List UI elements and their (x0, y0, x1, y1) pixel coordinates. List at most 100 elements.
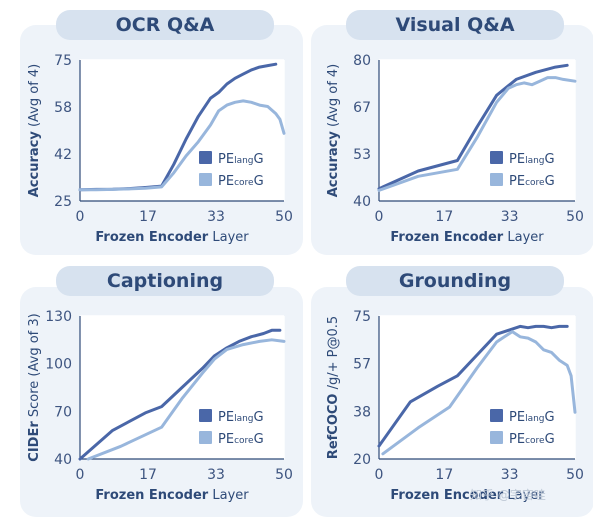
y-axis-label-bold-captioning: CIDEr (27, 421, 42, 462)
chart-title-ocr-qa: OCR Q&A (56, 10, 274, 40)
y-axis-label-bold-visual-qa: Accuracy (326, 131, 341, 198)
y-tick-label-captioning: 40 (54, 452, 72, 468)
legend-sub-core-grounding: core (525, 436, 545, 446)
plot-area-grounding (379, 316, 575, 459)
chart-title-visual-qa: Visual Q&A (346, 10, 564, 40)
x-tick-label-ocr-qa: 17 (139, 209, 157, 225)
x-tick-label-ocr-qa: 50 (275, 209, 293, 225)
legend-sub-lang-ocr-qa: lang (234, 156, 253, 166)
y-tick-label-captioning: 100 (45, 357, 72, 373)
legend-main-core-grounding: PE (509, 432, 525, 447)
x-axis-label-bold-captioning: Frozen Encoder (95, 488, 208, 503)
x-axis-label-visual-qa: Frozen Encoder Layer (390, 230, 544, 245)
legend-sub-lang-captioning: lang (234, 414, 253, 424)
x-tick-label-ocr-qa: 0 (76, 209, 85, 225)
x-axis-label-bold-grounding: Frozen Encoder (390, 488, 503, 503)
y-axis-label-grounding: RefCOCO /g/+ P@0.5 (326, 316, 341, 459)
legend-swatch-core-grounding (490, 431, 503, 444)
legend-main-lang-grounding: PE (509, 410, 525, 425)
legend-entry-core-visual-qa: PEcoreG (509, 174, 555, 189)
y-tick-label-captioning: 130 (45, 309, 72, 325)
legend-main-core-captioning: PE (218, 432, 234, 447)
y-axis-label-captioning: CIDEr Score (Avg of 3) (27, 313, 42, 461)
y-axis-label-visual-qa: Accuracy (Avg of 4) (326, 64, 341, 198)
x-tick-label-grounding: 33 (501, 467, 519, 483)
y-tick-label-visual-qa: 40 (353, 194, 371, 210)
legend-entry-core-captioning: PEcoreG (218, 432, 264, 447)
legend-swatch-lang-captioning (199, 409, 212, 422)
legend-swatch-lang-ocr-qa (199, 151, 212, 164)
y-tick-label-grounding: 38 (353, 404, 371, 420)
legend-end-core-visual-qa: G (545, 174, 555, 189)
legend-sub-core-captioning: core (234, 436, 254, 446)
legend-swatch-core-ocr-qa (199, 173, 212, 186)
x-axis-label-rest-ocr-qa: Layer (208, 230, 249, 245)
legend-main-lang-ocr-qa: PE (218, 152, 234, 167)
legend-main-lang-captioning: PE (218, 410, 234, 425)
y-tick-label-ocr-qa: 75 (54, 53, 72, 69)
legend-sub-lang-visual-qa: lang (525, 156, 544, 166)
x-tick-label-grounding: 0 (375, 467, 384, 483)
x-axis-label-rest-visual-qa: Layer (503, 230, 544, 245)
y-axis-label-rest-grounding: /g/+ P@0.5 (326, 316, 341, 394)
x-tick-label-visual-qa: 33 (501, 209, 519, 225)
x-tick-label-visual-qa: 50 (566, 209, 584, 225)
series-line-core-captioning (86, 338, 286, 461)
legend-end-core-grounding: G (545, 432, 555, 447)
y-tick-label-grounding: 20 (353, 452, 371, 468)
legend-swatch-core-visual-qa (490, 173, 503, 186)
y-axis-label-rest-visual-qa: (Avg of 4) (326, 64, 341, 131)
y-tick-label-grounding: 75 (353, 309, 371, 325)
legend-entry-core-grounding: PEcoreG (509, 432, 555, 447)
legend-end-lang-visual-qa: G (545, 152, 555, 167)
y-tick-label-ocr-qa: 42 (54, 147, 72, 163)
legend-sub-lang-grounding: lang (525, 414, 544, 424)
x-tick-label-visual-qa: 0 (375, 209, 384, 225)
legend-entry-lang-visual-qa: PElangG (509, 152, 555, 167)
legend-end-lang-grounding: G (545, 410, 555, 425)
legend-entry-lang-ocr-qa: PElangG (218, 152, 264, 167)
x-tick-label-captioning: 0 (76, 467, 85, 483)
chart-title-grounding: Grounding (346, 266, 564, 296)
legend-entry-lang-captioning: PElangG (218, 410, 264, 425)
x-axis-label-rest-grounding: Layer (503, 488, 544, 503)
x-tick-label-captioning: 17 (139, 467, 157, 483)
y-tick-label-visual-qa: 53 (353, 147, 371, 163)
legend-main-lang-visual-qa: PE (509, 152, 525, 167)
legend-sub-core-visual-qa: core (525, 178, 545, 188)
legend-main-core-ocr-qa: PE (218, 174, 234, 189)
y-axis-label-ocr-qa: Accuracy (Avg of 4) (27, 64, 42, 198)
y-tick-label-ocr-qa: 58 (54, 100, 72, 116)
legend-swatch-lang-grounding (490, 409, 503, 422)
legend-main-core-visual-qa: PE (509, 174, 525, 189)
x-axis-label-captioning: Frozen Encoder Layer (95, 488, 249, 503)
y-tick-label-grounding: 57 (353, 357, 371, 373)
legend-entry-lang-grounding: PElangG (509, 410, 555, 425)
y-tick-label-visual-qa: 80 (353, 53, 371, 69)
x-tick-label-captioning: 33 (207, 467, 225, 483)
x-axis-label-rest-captioning: Layer (208, 488, 249, 503)
x-axis-label-grounding: Frozen Encoder Layer (390, 488, 544, 503)
chart-title-captioning: Captioning (56, 266, 274, 296)
x-axis-label-bold-ocr-qa: Frozen Encoder (95, 230, 208, 245)
series-line-lang-visual-qa (377, 63, 569, 191)
x-axis-label-bold-visual-qa: Frozen Encoder (390, 230, 503, 245)
y-axis-label-rest-captioning: Score (Avg of 3) (27, 313, 42, 421)
series-line-core-ocr-qa (78, 99, 286, 192)
legend-sub-core-ocr-qa: core (234, 178, 254, 188)
x-tick-label-captioning: 50 (275, 467, 293, 483)
x-tick-label-grounding: 17 (435, 467, 453, 483)
series-line-core-visual-qa (377, 76, 577, 192)
legend-end-lang-captioning: G (254, 410, 264, 425)
watermark: 知乎 @宇宙哇 (470, 488, 546, 502)
x-axis-label-ocr-qa: Frozen Encoder Layer (95, 230, 249, 245)
y-tick-label-captioning: 70 (54, 404, 72, 420)
legend-end-lang-ocr-qa: G (254, 152, 264, 167)
y-axis-label-bold-ocr-qa: Accuracy (27, 131, 42, 198)
series-line-lang-captioning (78, 328, 282, 461)
y-axis-label-rest-ocr-qa: (Avg of 4) (27, 64, 42, 131)
series-line-lang-grounding (377, 324, 569, 448)
y-axis-label-bold-grounding: RefCOCO (326, 394, 341, 460)
legend-entry-core-ocr-qa: PEcoreG (218, 174, 264, 189)
